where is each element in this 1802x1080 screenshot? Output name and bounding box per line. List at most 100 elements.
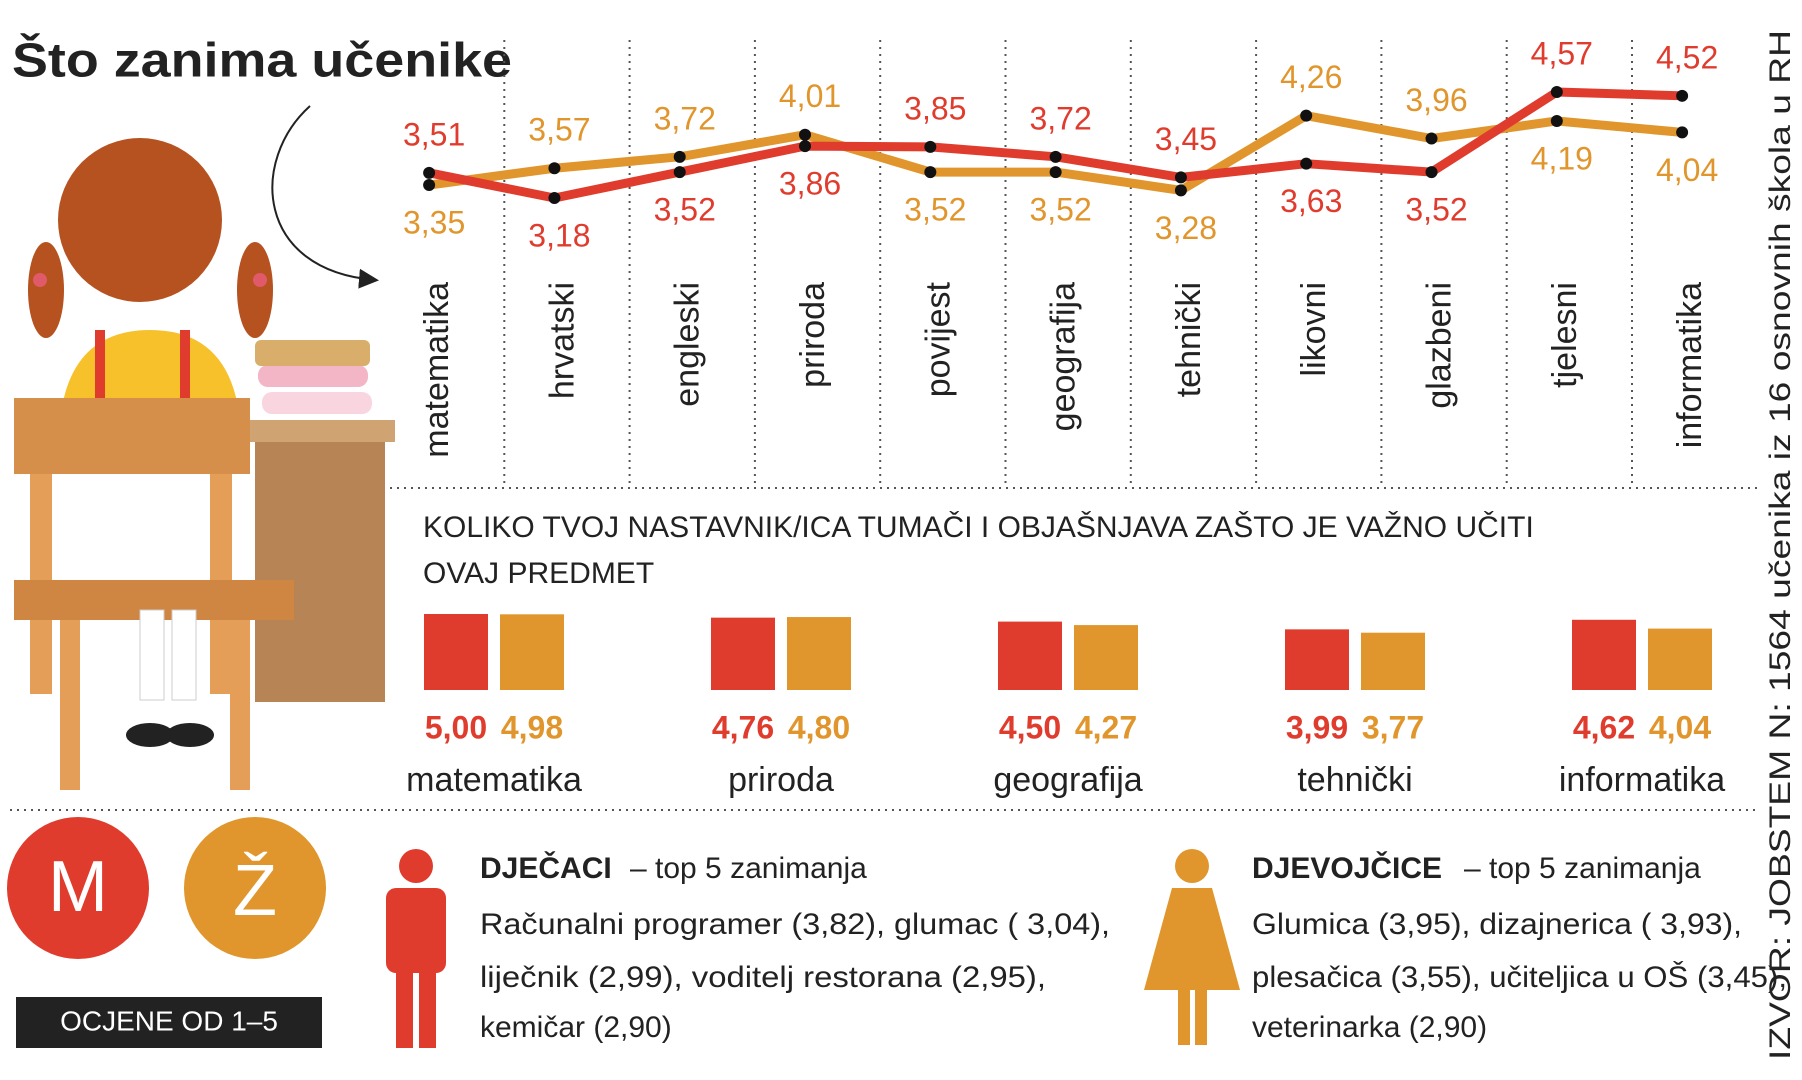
bar — [711, 617, 775, 690]
x-tick-label: priroda — [794, 282, 832, 388]
boys-heading: DJEČACI — [480, 851, 612, 885]
x-tick-label: tehnički — [1170, 282, 1208, 397]
point — [1300, 109, 1313, 122]
note-box — [16, 997, 322, 1048]
data-label: 3,99 — [1286, 709, 1348, 745]
x-tick-label: glazbeni — [1421, 282, 1459, 409]
girls-subheading: – top 5 zanimanja — [1464, 852, 1701, 885]
x-tick-label: tjelesni — [1546, 282, 1584, 388]
data-label: 4,04 — [1649, 709, 1711, 745]
data-label: 3,77 — [1362, 709, 1424, 745]
bar — [998, 621, 1062, 690]
bar — [500, 614, 564, 690]
data-label: 3,63 — [1280, 183, 1342, 219]
x-tick-label: matematika — [406, 761, 582, 799]
bar — [787, 617, 851, 690]
arrow — [271, 105, 379, 289]
boys-line: Računalni programer (3,82), glumac ( 3,0… — [480, 908, 1110, 941]
girls-line: veterinarka (2,90) — [1252, 1011, 1487, 1044]
data-label: 4,04 — [1656, 152, 1718, 188]
data-label: 4,19 — [1531, 140, 1593, 176]
point — [1550, 114, 1563, 127]
legend-label: M — [48, 847, 108, 927]
point — [423, 166, 436, 179]
data-label: 3,96 — [1405, 82, 1467, 118]
point — [1550, 86, 1563, 98]
point — [1300, 157, 1313, 170]
data-label: 3,86 — [779, 166, 841, 202]
data-label: 3,52 — [1405, 192, 1467, 228]
x-tick-label: geografija — [993, 761, 1142, 799]
point — [1676, 89, 1689, 102]
data-label: 4,98 — [501, 709, 563, 745]
point — [924, 140, 937, 153]
point — [1425, 132, 1438, 145]
data-label: 4,62 — [1573, 709, 1635, 745]
boys-line: kemičar (2,90) — [480, 1011, 672, 1044]
point — [1049, 150, 1062, 163]
point — [1049, 166, 1062, 179]
data-label: 3,85 — [904, 90, 966, 126]
data-label: 3,18 — [528, 217, 590, 253]
x-tick-label: geografija — [1045, 282, 1083, 431]
data-label: 4,80 — [788, 709, 850, 745]
x-tick-label: priroda — [728, 761, 834, 799]
data-label: 4,50 — [999, 709, 1061, 745]
girls-line: Glumica (3,95), dizajnerica ( 3,93), — [1252, 908, 1742, 941]
x-tick-label: povijest — [919, 281, 957, 397]
data-label: 3,72 — [654, 100, 716, 136]
legend-marker — [184, 817, 326, 959]
x-tick-label: likovni — [1295, 282, 1333, 376]
point — [924, 166, 937, 179]
point — [548, 192, 561, 204]
source: IZVOR: JOBSTEM N: 1564 učenika iz 16 osn… — [1764, 30, 1797, 1060]
bar — [1361, 632, 1425, 690]
data-label: 3,28 — [1155, 210, 1217, 246]
data-label: 4,52 — [1656, 39, 1718, 75]
bar — [1572, 619, 1636, 690]
data-label: 3,52 — [904, 192, 966, 228]
data-label: 4,27 — [1075, 709, 1137, 745]
point — [1676, 126, 1689, 139]
scale-note: OCJENE OD 1–5 — [60, 1005, 278, 1036]
x-tick-label: informatika — [1559, 761, 1725, 799]
data-label: 4,01 — [779, 78, 841, 114]
data-label: 3,35 — [403, 204, 465, 240]
data-label: 3,72 — [1029, 100, 1091, 136]
point — [1174, 184, 1187, 197]
data-label: 3,51 — [403, 116, 465, 152]
bar-chart-title: KOLIKO TVOJ NASTAVNIK/ICA TUMAČI I OBJAŠ… — [423, 511, 1534, 590]
girls-line: plesačica (3,55), učiteljica u OŠ (3,45)… — [1252, 960, 1787, 994]
x-tick-label: matematika — [418, 282, 456, 458]
data-label: 4,26 — [1280, 59, 1342, 95]
boys-subheading: – top 5 zanimanja — [630, 852, 867, 885]
data-label: 3,52 — [654, 192, 716, 228]
data-label: 3,45 — [1155, 121, 1217, 157]
point — [673, 166, 686, 179]
point — [799, 140, 812, 153]
bar — [1074, 625, 1138, 690]
bar — [1648, 628, 1712, 690]
x-tick-label: informatika — [1671, 282, 1709, 448]
girl-icon — [1144, 849, 1240, 1045]
x-tick-label: tehnički — [1297, 761, 1412, 799]
x-tick-label: engleski — [669, 282, 707, 407]
data-label: 3,52 — [1029, 192, 1091, 228]
legend: M Ž — [7, 817, 326, 959]
girls-heading: DJEVOJČICE — [1252, 851, 1442, 885]
boys-line: liječnik (2,99), voditelj restorana (2,9… — [480, 961, 1046, 994]
girl-illustration — [14, 138, 395, 790]
point — [1174, 171, 1187, 184]
point — [799, 128, 812, 141]
bar — [424, 614, 488, 690]
legend-marker — [7, 817, 149, 959]
data-label: 3,57 — [528, 112, 590, 148]
point — [423, 179, 436, 192]
data-label: 5,00 — [425, 709, 487, 745]
data-label: 4,57 — [1531, 35, 1593, 71]
title: Što zanima učenike — [12, 33, 512, 88]
point — [1425, 166, 1438, 179]
boy-icon — [386, 849, 446, 1048]
